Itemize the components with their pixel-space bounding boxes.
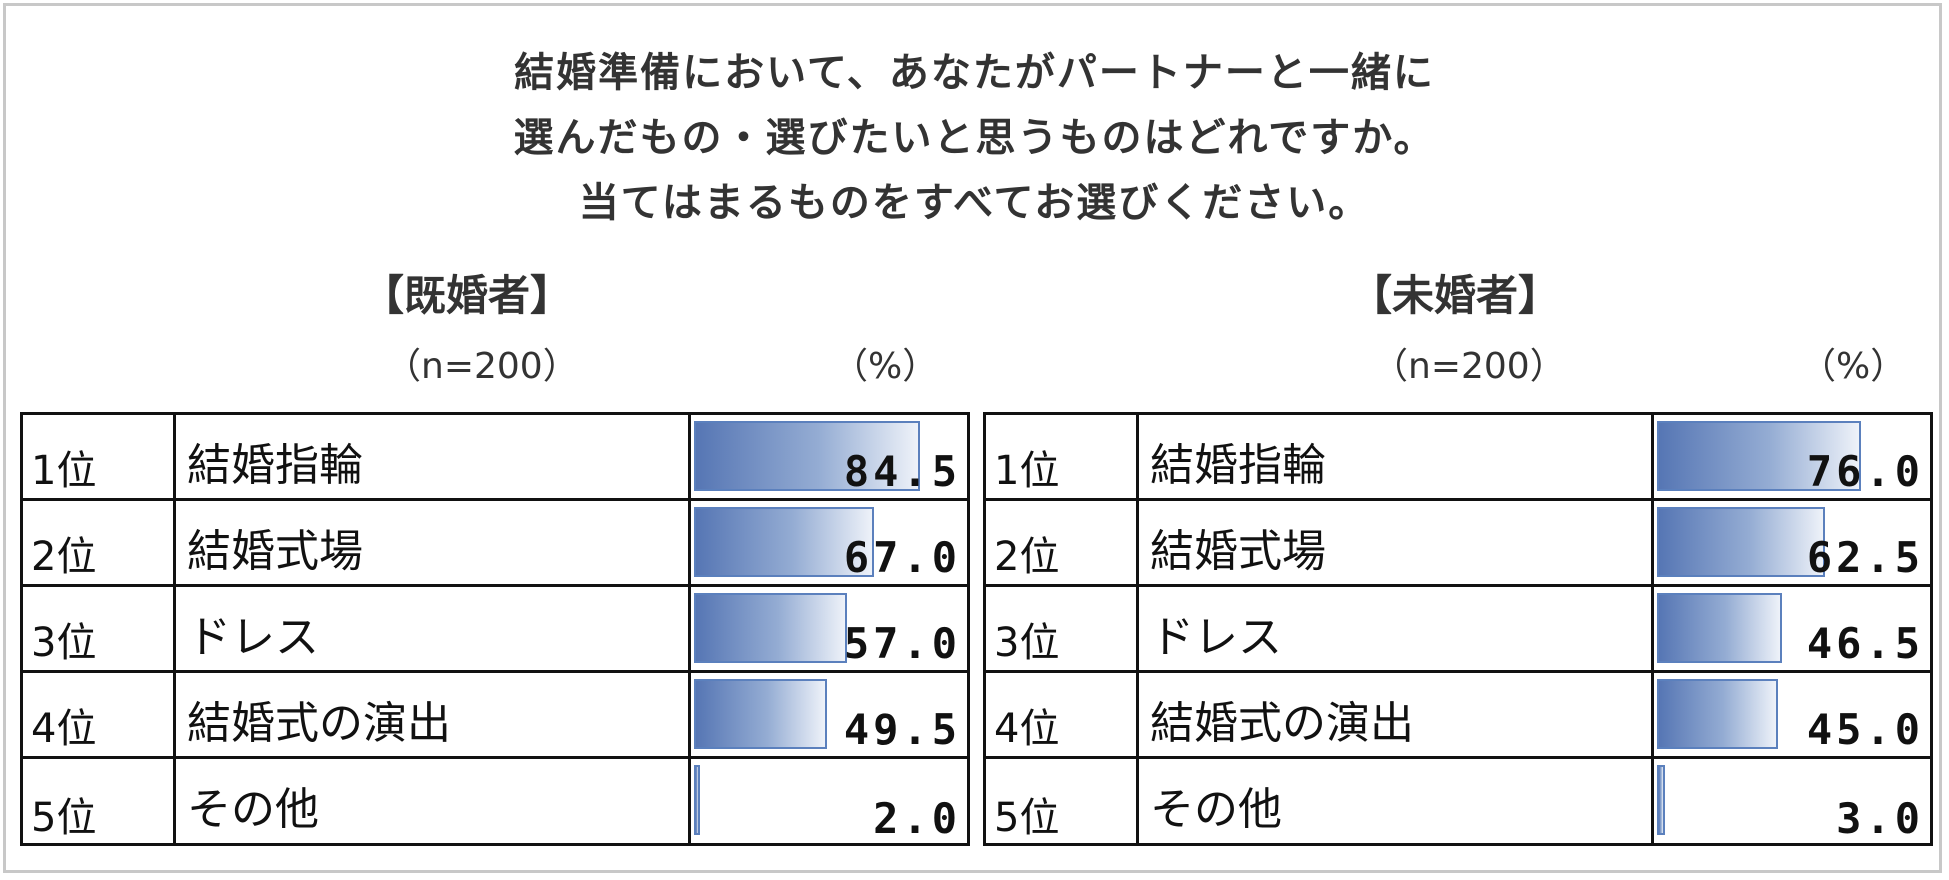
column-divider xyxy=(688,587,691,670)
column-divider xyxy=(1651,587,1654,670)
table-row: 5位 その他 2.0 xyxy=(23,759,967,845)
category-label: ドレス xyxy=(1150,612,1282,663)
rank-label: 3位 xyxy=(994,620,1060,666)
column-divider xyxy=(1136,587,1139,670)
value-bar xyxy=(694,765,700,835)
column-divider xyxy=(688,759,691,845)
value-bar xyxy=(1657,679,1778,749)
value-label: 49.5 xyxy=(843,705,961,754)
table-row: 2位 結婚式場 67.0 xyxy=(23,501,967,587)
category-label: 結婚式場 xyxy=(187,526,363,577)
title-line-2: 選んだもの・選びたいと思うものはどれですか。 xyxy=(513,115,1436,161)
column-divider xyxy=(173,673,176,756)
table-row: 1位 結婚指輪 76.0 xyxy=(986,415,1930,501)
column-divider xyxy=(1136,501,1139,584)
value-label: 3.0 xyxy=(1836,794,1924,843)
category-label: 結婚式の演出 xyxy=(187,698,451,749)
rank-label: 5位 xyxy=(31,795,97,841)
unit-label-unmarried: （%） xyxy=(1800,346,1907,387)
table-row: 4位 結婚式の演出 49.5 xyxy=(23,673,967,759)
value-bar xyxy=(1657,765,1666,835)
column-divider xyxy=(1136,759,1139,845)
rank-label: 2位 xyxy=(31,534,97,580)
chart-frame xyxy=(3,3,1942,873)
value-bar xyxy=(1657,421,1861,491)
sample-size-unmarried: （n=200） xyxy=(1372,346,1566,387)
column-divider xyxy=(688,415,691,498)
ranking-table-unmarried: 1位 結婚指輪 76.0 2位 結婚式場 62.5 3位 ドレス 46.5 4位 結婚式の演出 45.… xyxy=(983,412,1933,846)
table-row: 2位 結婚式場 62.5 xyxy=(986,501,1930,587)
column-divider xyxy=(688,673,691,756)
table-row: 3位 ドレス 57.0 xyxy=(23,587,967,673)
rank-label: 5位 xyxy=(994,795,1060,841)
table-row: 5位 その他 3.0 xyxy=(986,759,1930,845)
value-label: 57.0 xyxy=(843,619,961,668)
column-divider xyxy=(1136,673,1139,756)
value-label: 62.5 xyxy=(1806,533,1924,582)
column-divider xyxy=(173,587,176,670)
value-label: 67.0 xyxy=(843,533,961,582)
column-divider xyxy=(1651,501,1654,584)
title-line-3: 当てはまるものをすべてお選びください。 xyxy=(578,180,1371,226)
category-label: ドレス xyxy=(187,612,319,663)
rank-label: 2位 xyxy=(994,534,1060,580)
value-label: 76.0 xyxy=(1806,447,1924,496)
table-row: 1位 結婚指輪 84.5 xyxy=(23,415,967,501)
column-divider xyxy=(688,501,691,584)
column-divider xyxy=(1651,759,1654,845)
column-divider xyxy=(173,759,176,845)
value-bar xyxy=(1657,593,1782,663)
value-label: 2.0 xyxy=(873,794,961,843)
column-divider xyxy=(1651,415,1654,498)
value-bar xyxy=(694,593,847,663)
value-bar xyxy=(694,679,827,749)
sample-size-married: （n=200） xyxy=(385,346,579,387)
category-label: 結婚式場 xyxy=(1150,526,1326,577)
value-label: 84.5 xyxy=(843,447,961,496)
value-label: 45.0 xyxy=(1806,705,1924,754)
category-label: 結婚指輪 xyxy=(1150,440,1326,491)
value-bar xyxy=(1657,507,1825,577)
rank-label: 4位 xyxy=(31,706,97,752)
value-label: 46.5 xyxy=(1806,619,1924,668)
table-row: 4位 結婚式の演出 45.0 xyxy=(986,673,1930,759)
title-line-1: 結婚準備において、あなたがパートナーと一緒に xyxy=(514,50,1435,96)
column-divider xyxy=(1136,415,1139,498)
rank-label: 4位 xyxy=(994,706,1060,752)
column-divider xyxy=(173,415,176,498)
unit-label-married: （%） xyxy=(832,346,939,387)
category-label: 結婚指輪 xyxy=(187,440,363,491)
value-bar xyxy=(694,421,921,491)
rank-label: 3位 xyxy=(31,620,97,666)
value-bar xyxy=(694,507,874,577)
category-label: その他 xyxy=(187,784,319,835)
group-heading-married: 【既婚者】 xyxy=(362,271,573,320)
category-label: 結婚式の演出 xyxy=(1150,698,1414,749)
column-divider xyxy=(173,501,176,584)
category-label: その他 xyxy=(1150,784,1282,835)
rank-label: 1位 xyxy=(994,448,1060,494)
table-row: 3位 ドレス 46.5 xyxy=(986,587,1930,673)
rank-label: 1位 xyxy=(31,448,97,494)
column-divider xyxy=(1651,673,1654,756)
ranking-table-married: 1位 結婚指輪 84.5 2位 結婚式場 67.0 3位 ドレス 57.0 4位 結婚式の演出 49.… xyxy=(20,412,970,846)
group-heading-unmarried: 【未婚者】 xyxy=(1350,271,1561,320)
